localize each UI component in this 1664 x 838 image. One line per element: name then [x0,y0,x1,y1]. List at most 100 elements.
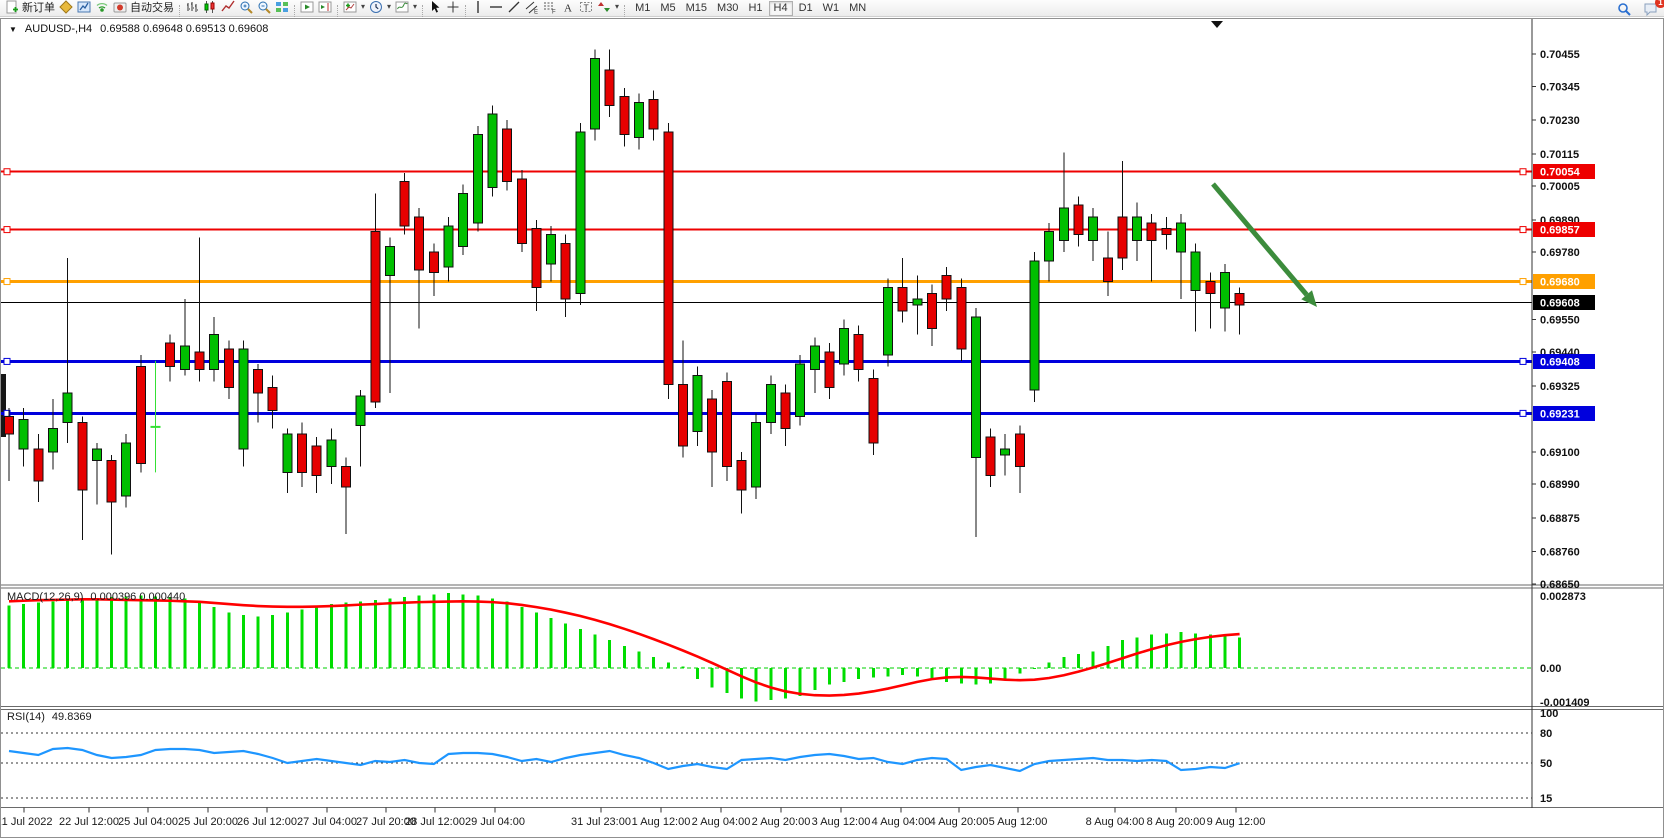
bull-candle [1029,260,1040,391]
arrows-dropdown-icon[interactable]: ▾ [615,2,620,12]
indicators-dropdown-icon[interactable]: ▾ [361,2,366,12]
timeframe-button-M30[interactable]: M30 [717,1,739,14]
time-tick-label: 25 Jul 04:00 [118,816,178,828]
time-tick-label: 8 Aug 04:00 [1086,816,1145,828]
current-price-label-text: 0.69608 [1540,298,1580,310]
bear-candle [531,228,542,288]
bear-candle [663,131,674,385]
macd-histogram-bar [696,668,700,680]
auto-trading-button[interactable]: 自动交易 [111,0,176,14]
support-line-1-anchor-left[interactable] [3,357,11,365]
auto-scroll-button[interactable] [298,0,316,14]
resistance-line-2-anchor-right[interactable] [1519,226,1527,234]
timeframe-button-H4[interactable]: H4 [768,0,793,16]
templates-button[interactable]: ▾ [393,0,419,14]
line-chart-button[interactable] [219,0,237,14]
bear-candle [853,333,864,371]
macd-histogram-bar [915,668,919,677]
main-toolbar: 新订单 自动交易 ▾ ▾ ▾ E F A T ▾ M1 M5 M15 M30 H1 H4 D1 W1 MN 1 [0,0,1664,17]
charts-profile-button[interactable] [57,0,75,14]
notifications-button[interactable]: 1 [1641,0,1664,16]
timeframe-button-W1[interactable]: W1 [822,1,840,14]
bear-candle [560,242,571,300]
trend-arrow[interactable] [1211,182,1309,297]
arrows-button[interactable]: ▾ [595,0,621,14]
fibonacci-button[interactable]: F [541,0,559,14]
periods-button[interactable]: ▾ [367,0,393,14]
zoom-in-button[interactable] [237,0,255,14]
equidistant-channel-icon: E [525,0,539,14]
rsi-tick-label: 80 [1540,728,1552,740]
bear-candle [1161,228,1172,236]
timeframe-button-H1[interactable]: H1 [748,1,763,14]
time-tick-label: 5 Aug 12:00 [989,816,1048,828]
support-line-2-anchor-right[interactable] [1519,409,1527,417]
bear-candle [1073,204,1084,236]
price-tick-label: 0.70230 [1540,115,1580,127]
bull-candle [795,363,806,418]
macd-name: MACD(12,26,9) [7,591,84,603]
signal-button[interactable] [93,0,111,14]
resistance-line-1-price-label-text: 0.70054 [1540,167,1581,179]
price-tick-label: 0.70455 [1540,49,1580,61]
bull-candle [590,57,600,130]
new-order-button[interactable]: 新订单 [3,0,57,14]
pivot-line-anchor-left[interactable] [3,278,11,286]
time-tick-label: 31 Jul 23:00 [571,816,631,828]
market-watch-button[interactable] [75,0,93,14]
bear-candle [736,460,747,491]
candlestick-chart-button[interactable] [201,0,219,14]
price-tick-label: 0.70115 [1540,149,1579,161]
bear-candle [926,292,937,330]
resistance-line-1-anchor-left[interactable] [3,168,11,176]
search-button[interactable] [1615,1,1633,16]
svg-text:F: F [552,9,556,14]
macd-histogram-bar [36,602,40,668]
resistance-line-2-anchor-left[interactable] [3,226,11,234]
horizontal-line-button[interactable] [487,0,505,14]
timeframe-button-MN[interactable]: MN [849,1,867,14]
timeframe-button-M15[interactable]: M15 [685,1,708,14]
text-button[interactable]: A [559,0,577,14]
text-label-button[interactable]: T [577,0,595,14]
chart-position-marker[interactable] [1211,21,1223,28]
equidistant-channel-button[interactable]: E [523,0,541,14]
pivot-line-anchor-right[interactable] [1519,278,1527,286]
cursor-button[interactable] [426,0,444,14]
indicators-button[interactable]: ▾ [341,0,367,14]
macd-histogram-bar [1194,633,1198,668]
bar-chart-button[interactable] [183,0,201,14]
timeframe-button-M5[interactable]: M5 [660,1,676,14]
toolbar-separator [294,4,295,17]
price-chart-canvas[interactable]: 0.70455 0.70345 0.70230 0.70115 0.70005 0.698… [1,19,1663,837]
zoom-out-button[interactable] [255,0,273,14]
periods-dropdown-icon[interactable]: ▾ [387,2,392,12]
timeframe-button-M1[interactable]: M1 [635,1,651,14]
macd-min-label: -0.001409 [1540,697,1590,709]
vertical-line-button[interactable] [469,0,487,14]
macd-histogram-bar [490,598,494,668]
tile-windows-button[interactable] [273,0,291,14]
bull-candle [458,192,469,247]
tile-windows-icon [275,0,289,14]
bear-candle [311,445,322,476]
bear-candle [165,342,176,368]
macd-histogram-bar [344,602,348,668]
macd-histogram-bar [1018,668,1022,674]
svg-text:A: A [564,2,572,14]
macd-histogram-bar [740,668,743,699]
trendline-button[interactable] [505,0,523,14]
symbol-dropdown-icon[interactable]: ▼ [9,24,17,34]
bull-candle [62,392,73,423]
resistance-line-1-anchor-right[interactable] [1519,168,1527,176]
bear-candle [77,421,88,491]
crosshair-button[interactable] [444,0,462,14]
support-line-1-anchor-right[interactable] [1519,357,1527,365]
timeframe-button-D1[interactable]: D1 [798,1,813,14]
macd-histogram-bar [227,612,231,668]
templates-dropdown-icon[interactable]: ▾ [413,2,418,12]
bear-candle [370,231,381,403]
chart-shift-button[interactable] [316,0,334,14]
macd-histogram-bar [66,599,70,668]
new-order-label: 新订单 [22,1,55,14]
